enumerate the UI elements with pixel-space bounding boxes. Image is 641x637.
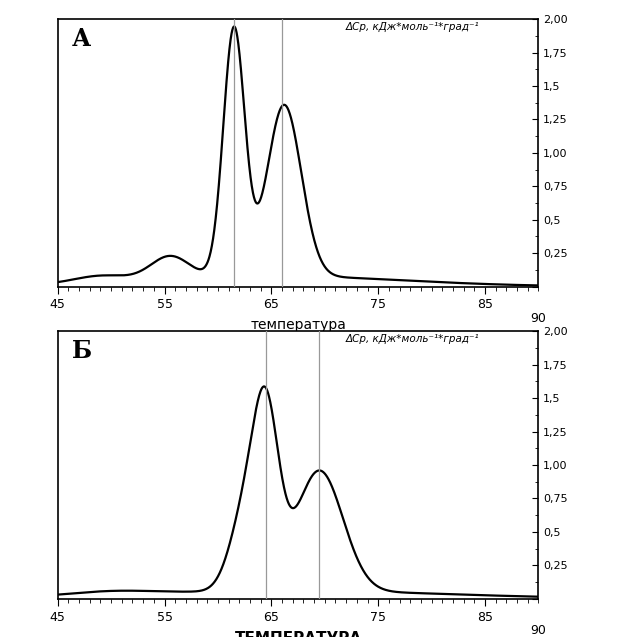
- Text: Б: Б: [72, 340, 92, 363]
- Text: 90: 90: [531, 624, 546, 637]
- Text: ΔCp, кДж*моль⁻¹*град⁻¹: ΔCp, кДж*моль⁻¹*град⁻¹: [346, 22, 479, 32]
- Text: ΔCp, кДж*моль⁻¹*град⁻¹: ΔCp, кДж*моль⁻¹*град⁻¹: [346, 334, 479, 344]
- Text: 90: 90: [531, 311, 546, 325]
- X-axis label: температура: температура: [250, 318, 346, 333]
- X-axis label: ТЕМПЕРАТУРА: ТЕМПЕРАТУРА: [235, 631, 362, 637]
- Text: А: А: [72, 27, 92, 51]
